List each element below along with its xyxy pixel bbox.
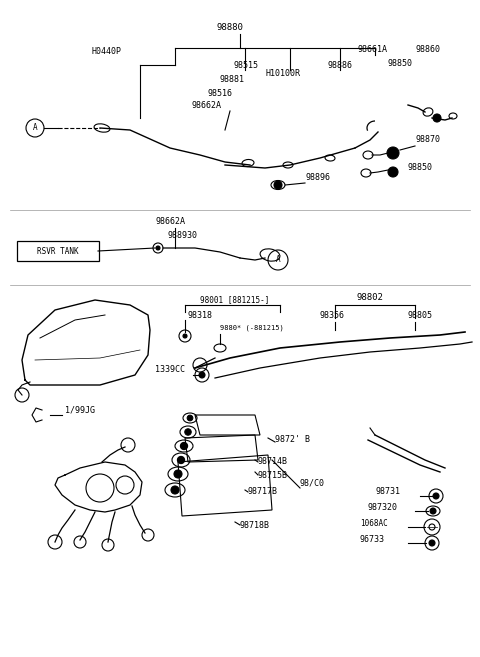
Text: 98356: 98356 [320, 311, 345, 321]
Text: 98805: 98805 [408, 311, 433, 321]
Text: 98714B: 98714B [258, 457, 288, 466]
Text: H10100R: H10100R [265, 68, 300, 78]
Text: 9872' B: 9872' B [275, 436, 310, 445]
Text: 98001 [881215-]: 98001 [881215-] [200, 296, 270, 304]
Text: 98662A: 98662A [192, 101, 222, 110]
Circle shape [171, 486, 179, 494]
Text: 98515: 98515 [233, 62, 258, 70]
Text: 96733: 96733 [360, 535, 385, 545]
Circle shape [429, 540, 435, 546]
Text: 98662A: 98662A [155, 217, 185, 227]
Circle shape [387, 147, 399, 159]
Text: 9880* (-881215): 9880* (-881215) [220, 325, 284, 331]
Circle shape [430, 508, 436, 514]
Text: 1/99JG: 1/99JG [65, 405, 95, 415]
Text: RSVR TANK: RSVR TANK [37, 246, 79, 256]
Text: 98718B: 98718B [240, 520, 270, 530]
Circle shape [180, 442, 188, 449]
Text: A: A [276, 256, 280, 265]
Text: 98850: 98850 [408, 164, 433, 173]
Circle shape [178, 457, 185, 464]
Text: 98850: 98850 [388, 60, 413, 68]
Circle shape [433, 493, 439, 499]
Text: 98880: 98880 [216, 24, 243, 32]
Circle shape [388, 167, 398, 177]
Text: 98318: 98318 [188, 311, 213, 319]
Text: 98731: 98731 [375, 487, 400, 497]
Circle shape [199, 372, 205, 378]
Text: 98881: 98881 [220, 76, 245, 85]
Text: 98516: 98516 [208, 89, 233, 99]
Circle shape [156, 246, 160, 250]
Text: 98886: 98886 [328, 60, 353, 70]
Text: 98870: 98870 [415, 135, 440, 145]
Circle shape [185, 429, 191, 435]
Text: A: A [33, 124, 37, 133]
Text: 98860: 98860 [415, 45, 440, 55]
Circle shape [183, 334, 187, 338]
Text: 98896: 98896 [305, 173, 330, 183]
FancyBboxPatch shape [17, 241, 99, 261]
Text: 1068AC: 1068AC [360, 520, 388, 528]
Text: 98661A: 98661A [358, 45, 388, 55]
Text: 987320: 987320 [368, 503, 398, 512]
Circle shape [174, 470, 182, 478]
Circle shape [274, 181, 282, 189]
Text: 98/C0: 98/C0 [300, 478, 325, 487]
Text: 98715B: 98715B [258, 470, 288, 480]
Text: 98717B: 98717B [248, 487, 278, 497]
Text: 98802: 98802 [357, 294, 384, 302]
Circle shape [187, 415, 193, 420]
Text: 988930: 988930 [168, 231, 198, 240]
Circle shape [433, 114, 441, 122]
Text: 1339CC: 1339CC [155, 365, 185, 374]
Text: H0440P: H0440P [92, 47, 122, 57]
